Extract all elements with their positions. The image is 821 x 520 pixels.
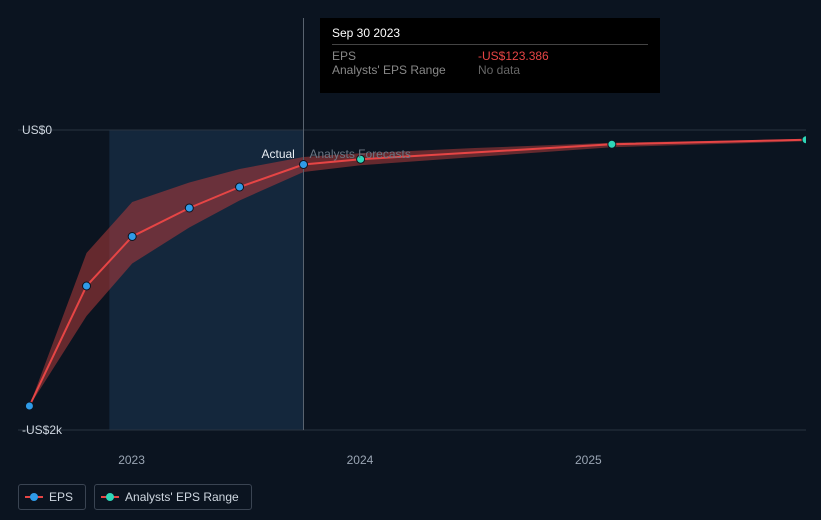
- legend-label: Analysts' EPS Range: [125, 490, 239, 504]
- legend-swatch-icon: [27, 490, 41, 504]
- tooltip-row-label: EPS: [332, 49, 478, 63]
- chart-tooltip: Sep 30 2023 EPS -US$123.386 Analysts' EP…: [320, 18, 660, 93]
- tooltip-row-value: -US$123.386: [478, 49, 549, 63]
- tooltip-row-value: No data: [478, 63, 520, 77]
- actual-label: Actual: [262, 147, 295, 161]
- legend-item-eps[interactable]: EPS: [18, 484, 86, 510]
- tooltip-row: EPS -US$123.386: [332, 49, 648, 63]
- eps-chart: Sep 30 2023 EPS -US$123.386 Analysts' EP…: [0, 0, 821, 520]
- legend-label: EPS: [49, 490, 73, 504]
- x-axis-label: 2023: [118, 453, 145, 467]
- legend: EPS Analysts' EPS Range: [18, 484, 252, 510]
- x-axis-label: 2024: [347, 453, 374, 467]
- y-axis-label: -US$2k: [22, 423, 62, 437]
- forecast-label: Analysts Forecasts: [310, 147, 411, 161]
- x-axis-label: 2025: [575, 453, 602, 467]
- tooltip-title: Sep 30 2023: [332, 26, 648, 45]
- y-axis-label: US$0: [22, 123, 52, 137]
- legend-swatch-icon: [103, 490, 117, 504]
- legend-item-eps-range[interactable]: Analysts' EPS Range: [94, 484, 252, 510]
- tooltip-row: Analysts' EPS Range No data: [332, 63, 648, 77]
- tooltip-row-label: Analysts' EPS Range: [332, 63, 478, 77]
